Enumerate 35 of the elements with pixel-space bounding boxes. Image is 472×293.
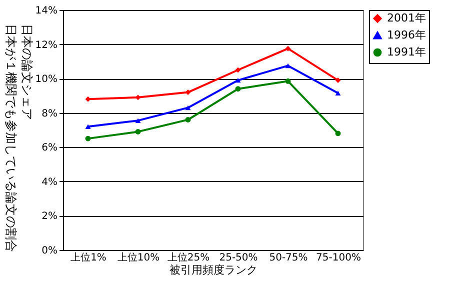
point	[185, 116, 191, 122]
point	[335, 90, 341, 96]
x-tick-label: 上位10%	[117, 252, 160, 264]
x-tick-label: 25-50%	[219, 252, 258, 264]
point	[135, 118, 141, 123]
y-tick-label: 2%	[42, 211, 58, 222]
point	[85, 124, 91, 129]
point	[235, 67, 241, 73]
point	[135, 128, 141, 134]
x-axis-title: 被引用頻度ランク	[170, 264, 258, 276]
y-axis-title: 日本の論文シェア	[20, 24, 34, 120]
point	[235, 86, 241, 92]
point	[285, 46, 291, 52]
y-tick-label: 14%	[35, 6, 58, 16]
y-tick-label: 6%	[42, 142, 58, 154]
x-tick-label: 50-75%	[269, 252, 308, 264]
legend-label: 1996年	[387, 28, 426, 42]
y-tick-label: 12%	[35, 40, 58, 51]
legend-label: 1991年	[387, 46, 426, 58]
y-tick-label: 8%	[42, 108, 58, 120]
point	[235, 78, 241, 83]
point	[85, 136, 91, 142]
text: 日本が１機関でも参加している論文の割合	[4, 24, 18, 252]
y-tick-label: 4%	[42, 176, 58, 188]
point	[285, 78, 291, 84]
point	[335, 130, 341, 136]
point	[285, 63, 291, 68]
legend-label: 2001年	[387, 12, 426, 24]
x-tick-label: 上位25%	[167, 252, 210, 264]
x-tick-label: 75-100%	[316, 252, 361, 264]
point	[185, 105, 191, 110]
point	[335, 78, 341, 84]
y-tick-label: 10%	[35, 74, 58, 86]
y-tick-label: 0%	[42, 246, 58, 256]
x-tick-label: 上位1%	[70, 252, 106, 264]
